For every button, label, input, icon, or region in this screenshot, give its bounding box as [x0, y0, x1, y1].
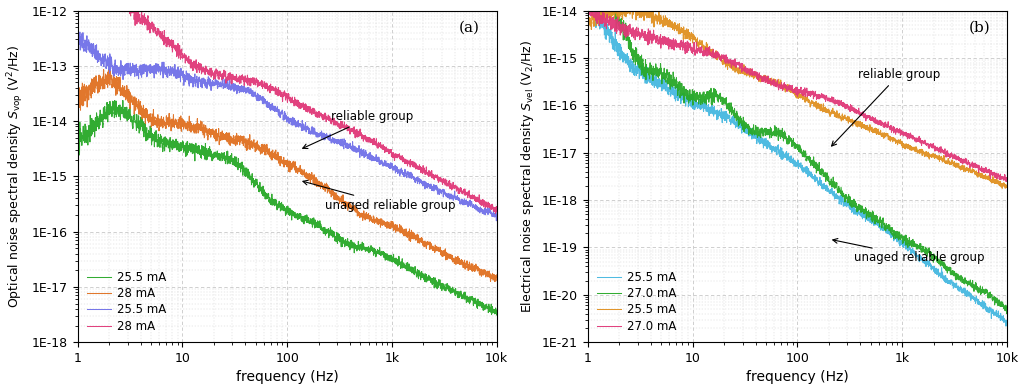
- Text: (a): (a): [459, 21, 480, 34]
- Text: (b): (b): [969, 21, 990, 34]
- Y-axis label: Electrical noise spectral density $S_{\mathrm{vel}}$ (V$_2$/Hz): Electrical noise spectral density $S_{\m…: [519, 40, 537, 313]
- X-axis label: frequency (Hz): frequency (Hz): [745, 370, 849, 385]
- Text: reliable group: reliable group: [303, 110, 413, 149]
- Text: unaged reliable group: unaged reliable group: [833, 239, 985, 264]
- X-axis label: frequency (Hz): frequency (Hz): [236, 370, 339, 385]
- Legend: 25.5 mA, 27.0 mA, 25.5 mA, 27.0 mA: 25.5 mA, 27.0 mA, 25.5 mA, 27.0 mA: [594, 267, 680, 336]
- Legend: 25.5 mA, 28 mA, 25.5 mA, 28 mA: 25.5 mA, 28 mA, 25.5 mA, 28 mA: [84, 267, 169, 336]
- Text: reliable group: reliable group: [831, 68, 940, 146]
- Y-axis label: Optical noise spectral density $S_{\mathrm{vop}}$ (V$^2$/Hz): Optical noise spectral density $S_{\math…: [5, 45, 27, 308]
- Text: unaged reliable group: unaged reliable group: [303, 180, 456, 212]
